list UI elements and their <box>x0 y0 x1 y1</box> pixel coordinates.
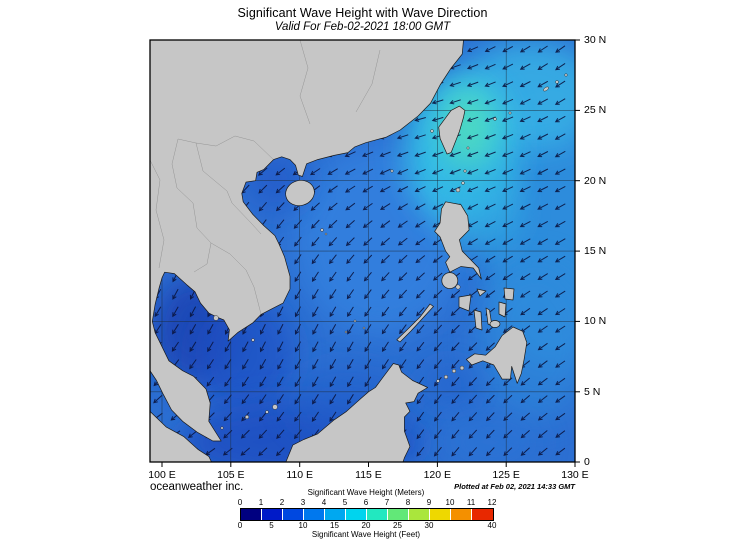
island-sumatra <box>150 411 212 462</box>
landmass-mainland-asia <box>150 40 464 442</box>
credit-text: oceanweather inc. <box>150 481 244 493</box>
page-title: Significant Wave Height with Wave Direct… <box>237 6 488 20</box>
meters-tick-label: 4 <box>321 498 327 507</box>
legend-color-cell <box>451 509 472 520</box>
feet-tick-label: 25 <box>393 521 402 530</box>
x-tick-label: 130 E <box>561 469 589 481</box>
meters-tick-label: 0 <box>237 498 243 507</box>
y-tick-label: 15 N <box>584 244 607 257</box>
meters-tick-label: 11 <box>466 498 476 507</box>
y-tick-label: 0 <box>584 455 590 468</box>
meters-tick-label: 2 <box>279 498 285 507</box>
plotted-timestamp: Plotted at Feb 02, 2021 14:33 GMT <box>454 482 575 491</box>
x-tick-label: 110 E <box>286 469 313 481</box>
y-tick-label: 25 N <box>584 104 607 117</box>
x-tick-label: 120 E <box>423 469 452 481</box>
feet-tick-label: 30 <box>424 521 434 530</box>
y-tick-label: 20 N <box>584 174 607 187</box>
small-islands <box>213 73 568 430</box>
x-tick-label: 105 E <box>217 469 245 481</box>
country-borders <box>150 40 381 315</box>
x-tick-label: 100 E <box>148 469 176 481</box>
legend-color-cell <box>367 509 388 520</box>
legend-color-cell <box>325 509 346 520</box>
legend-color-cell <box>430 509 451 520</box>
map-canvas <box>149 39 580 467</box>
feet-tick-label: 0 <box>237 521 243 530</box>
legend-color-cell <box>346 509 367 520</box>
legend-color-cell <box>283 509 304 520</box>
meters-tick-label: 10 <box>445 498 455 507</box>
x-tick-label: 115 E <box>355 469 382 481</box>
island-taiwan <box>438 105 466 155</box>
legend-meters-ticks: 0 1 2 3 4 5 6 7 8 9 10 11 12 <box>237 498 497 507</box>
y-tick-label: 5 N <box>584 385 601 398</box>
meters-tick-label: 7 <box>384 498 390 507</box>
legend-color-cell <box>262 509 283 520</box>
feet-tick-label: 20 <box>361 521 371 530</box>
landmasses <box>150 40 568 462</box>
meters-tick-label: 8 <box>405 498 411 507</box>
island-borneo <box>285 363 429 462</box>
meters-tick-label: 3 <box>300 498 306 507</box>
map-frame <box>149 39 576 463</box>
meters-tick-label: 1 <box>258 498 264 507</box>
legend-colorbar <box>240 508 494 521</box>
x-tick-label: 125 E <box>492 469 520 481</box>
legend-meters-title: Significant Wave Height (Meters) <box>307 488 425 497</box>
feet-tick-label: 10 <box>298 521 308 530</box>
legend-feet-title: Significant Wave Height (Feet) <box>311 530 421 539</box>
meters-tick-label: 5 <box>342 498 348 507</box>
legend-color-cell <box>388 509 409 520</box>
island-mindanao <box>465 326 528 384</box>
valid-time-subtitle: Valid For Feb-02-2021 18:00 GMT <box>274 21 451 33</box>
feet-tick-label: 5 <box>269 521 274 530</box>
y-tick-label: 30 N <box>584 34 607 46</box>
island-luzon <box>434 201 482 280</box>
legend-color-cell <box>409 509 430 520</box>
legend-color-cell <box>472 509 493 520</box>
meters-tick-label: 9 <box>426 498 432 507</box>
feet-tick-label: 15 <box>330 521 339 530</box>
meters-tick-label: 6 <box>363 498 369 507</box>
map-area <box>149 39 580 467</box>
visayas-islands <box>441 272 515 331</box>
y-tick-label: 10 N <box>584 315 607 328</box>
legend-feet-ticks: 0 5 10 15 20 25 30 40 <box>237 521 497 530</box>
island-hainan <box>285 180 315 206</box>
meters-tick-label: 12 <box>487 498 497 507</box>
island-palawan <box>396 303 434 343</box>
feet-tick-label: 40 <box>487 521 497 530</box>
legend-color-cell <box>304 509 325 520</box>
axis-ticks <box>161 39 580 467</box>
legend-color-cell <box>241 509 262 520</box>
